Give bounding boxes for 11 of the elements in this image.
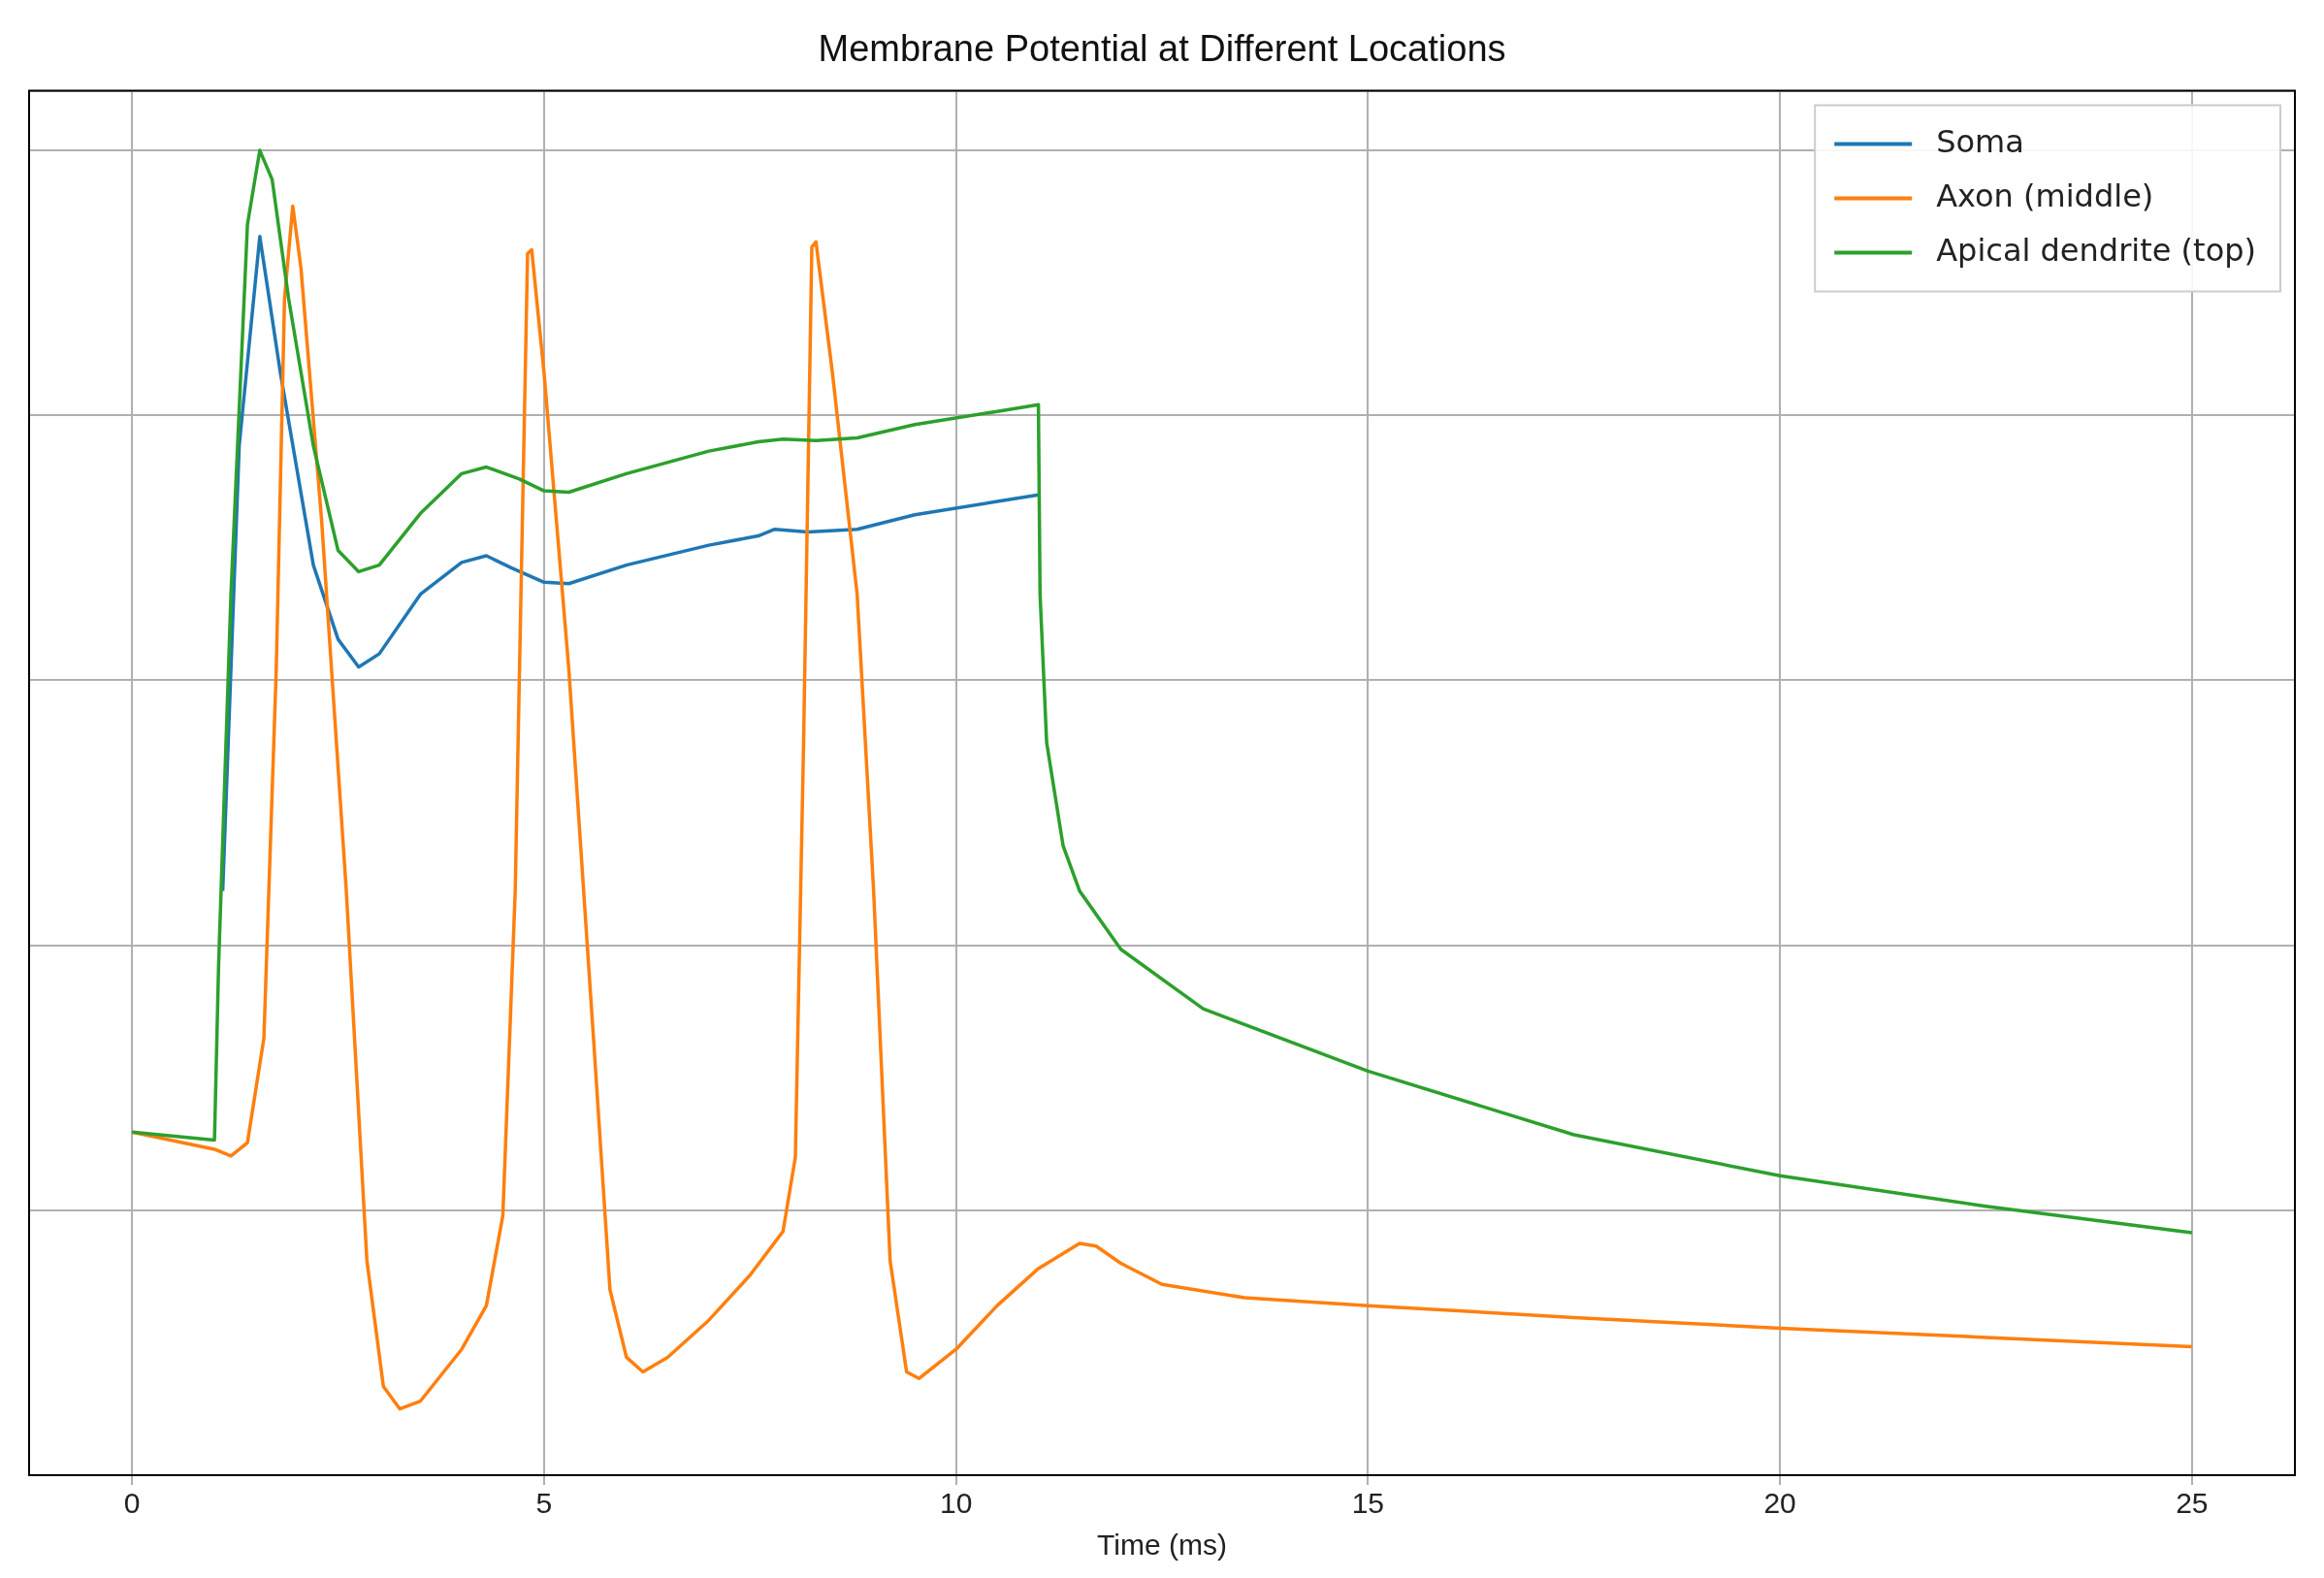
x-tick-label: 25 — [2176, 1487, 2209, 1520]
chart-title: Membrane Potential at Different Locations — [818, 28, 1506, 70]
legend-label: Apical dendrite (top) — [1936, 231, 2256, 269]
x-tick-label: 15 — [1351, 1487, 1385, 1520]
x-tick-label: 10 — [939, 1487, 973, 1520]
x-axis-title: Time (ms) — [1097, 1529, 1227, 1562]
x-tick-label: 0 — [123, 1487, 141, 1520]
legend-label: Soma — [1936, 122, 2024, 160]
x-tick-label: 5 — [535, 1487, 553, 1520]
legend-label: Axon (middle) — [1936, 177, 2154, 214]
x-tick-label: 20 — [1763, 1487, 1796, 1520]
